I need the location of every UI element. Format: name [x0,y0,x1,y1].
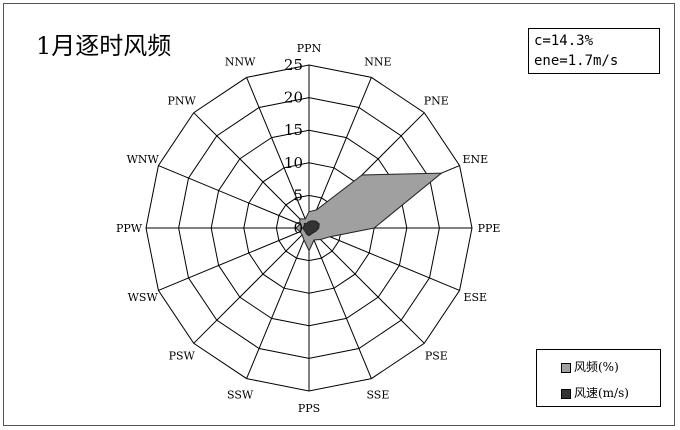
legend-swatch-speed [561,388,571,399]
radial-tick-label: 25 [284,56,303,74]
direction-label-ppw: PPW [116,222,143,235]
legend-item-frequency: 风频(%) [561,359,619,375]
legend-label-frequency: 风频(%) [574,360,619,374]
direction-label-ppe: PPE [478,222,501,235]
chart-legend: 风频(%) 风速(m/s) [536,349,661,407]
direction-label-pnw: PNW [168,95,197,108]
stat-calm: c=14.3% [534,33,594,49]
direction-label-sse: SSE [366,388,389,401]
spoke-pnw [193,112,310,229]
spoke-ese [308,227,460,291]
spoke-wsw [158,227,310,291]
series-area-0 [295,172,443,252]
legend-item-speed: 风速(m/s) [561,385,629,401]
spoke-ssw [246,227,310,379]
direction-label-pse: PSE [425,349,448,362]
spoke-psw [193,227,310,344]
stats-box: c=14.3% ene=1.7m/s [528,28,660,74]
radial-tick-label: 0 [293,219,303,237]
spoke-nne [308,77,372,229]
direction-label-ssw: SSW [227,388,254,401]
radar-series [295,172,443,252]
legend-swatch-frequency [561,362,571,373]
series-area-1 [301,220,320,237]
direction-label-ene: ENE [462,153,488,166]
spoke-nnw [246,77,310,229]
direction-label-psw: PSW [169,349,196,362]
stat-ene-speed: ene=1.7m/s [534,53,619,69]
radial-tick-label: 20 [284,89,303,107]
radial-tick-label: 10 [284,154,303,172]
radial-tick-label: 15 [284,121,303,139]
direction-label-wsw: WSW [128,291,159,304]
direction-label-ppn: PPN [297,42,322,55]
direction-label-nne: NNE [364,56,391,69]
radial-tick-label: 5 [293,186,303,204]
direction-label-ese: ESE [463,291,487,304]
spoke-pse [308,227,425,344]
chart-title: 1月逐时风频 [36,32,172,60]
legend-label-speed: 风速(m/s) [574,386,629,400]
spoke-sse [308,227,372,379]
spoke-wnw [158,165,310,229]
direction-label-pne: PNE [424,95,449,108]
direction-label-pps: PPS [298,402,320,415]
direction-label-nnw: NNW [225,56,256,69]
direction-label-wnw: WNW [127,153,160,166]
